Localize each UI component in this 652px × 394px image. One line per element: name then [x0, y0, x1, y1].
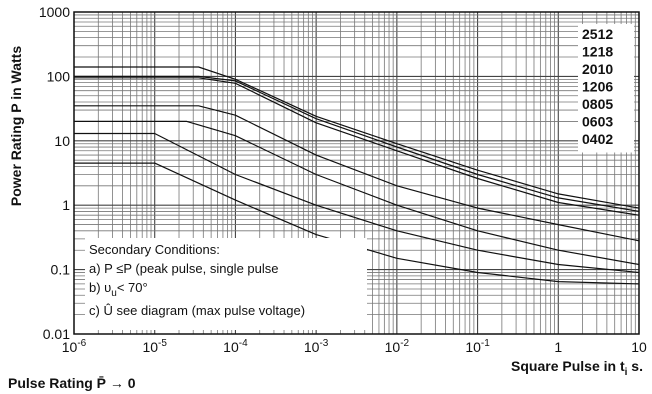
x-axis-title-suffix: s.	[627, 358, 643, 374]
series-line-2010	[74, 77, 640, 216]
secondary-conditions-heading: Secondary Conditions:	[89, 242, 220, 257]
x-tick-exponent: -3	[319, 338, 328, 349]
condition-b-prefix: b) υ	[89, 280, 111, 295]
pulse-rating-footer: Pulse Rating P̄ → 0	[8, 374, 136, 391]
x-tick-label: 1	[554, 339, 562, 355]
condition-b: b) υu< 70°	[89, 280, 148, 299]
series-line-0603	[74, 132, 640, 274]
y-axis-title: Power Rating P in Watts	[8, 46, 24, 206]
x-tick-label: 10-4	[223, 338, 248, 355]
x-tick-base: 10	[385, 339, 401, 355]
x-tick-label: 10-6	[62, 338, 87, 355]
y-tick-label: 1	[62, 197, 70, 213]
y-axis-tick-labels: 1000 100 10 1 0.1 0.01	[39, 4, 70, 342]
series-line-1218	[74, 75, 640, 212]
condition-c: c) Û see diagram (max pulse voltage)	[89, 303, 305, 318]
y-tick-label: 100	[47, 68, 71, 84]
series-lines	[74, 66, 640, 285]
y-tick-label: 1000	[39, 4, 70, 20]
x-axis-tick-labels: 10-6 10-5 10-4 10-3 10-2 10-1 1 10	[62, 338, 647, 355]
x-tick-exponent: -6	[77, 338, 86, 349]
series-line-1206	[74, 105, 640, 242]
legend-background	[578, 24, 634, 153]
condition-a: a) P ≤P (peak pulse, single pulse	[89, 261, 279, 276]
x-tick-label: 10-2	[385, 338, 410, 355]
x-tick-label: 10	[631, 339, 647, 355]
x-tick-base: 10	[223, 339, 239, 355]
secondary-conditions-background	[85, 238, 367, 330]
x-tick-base: 10	[142, 339, 158, 355]
y-tick-label: 0.01	[43, 326, 70, 342]
legend-entry-0603: 0603	[582, 114, 613, 130]
x-tick-base: 10	[465, 339, 481, 355]
x-axis-title: Square Pulse in ti s.	[511, 358, 643, 378]
x-tick-exponent: -1	[481, 338, 490, 349]
x-axis-title-main: Square Pulse in t	[511, 358, 625, 374]
x-tick-label: 10-1	[465, 338, 490, 355]
x-tick-exponent: -4	[239, 338, 248, 349]
legend-entry-1218: 1218	[582, 44, 613, 60]
legend-entry-2512: 2512	[582, 26, 613, 42]
x-axis-title-sub: i	[625, 367, 628, 378]
y-tick-label: 10	[54, 133, 70, 149]
x-tick-base: 10	[304, 339, 320, 355]
condition-b-subscript: u	[111, 288, 117, 299]
plot-frame	[73, 11, 640, 335]
secondary-conditions-box: Secondary Conditions: a) P ≤P (peak pulse…	[85, 238, 367, 330]
legend-entry-0805: 0805	[582, 96, 613, 112]
condition-b-suffix: < 70°	[117, 280, 148, 295]
y-tick-label: 0.1	[51, 262, 71, 278]
legend-entry-1206: 1206	[582, 79, 613, 95]
x-tick-exponent: -2	[400, 338, 409, 349]
series-line-0805	[74, 120, 640, 266]
x-tick-base: 10	[631, 339, 647, 355]
x-tick-base: 1	[554, 339, 562, 355]
series-line-2512	[74, 66, 640, 209]
legend-entry-0402: 0402	[582, 131, 613, 147]
x-tick-label: 10-3	[304, 338, 329, 355]
x-tick-exponent: -5	[158, 338, 167, 349]
legend-entry-2010: 2010	[582, 61, 613, 77]
x-tick-label: 10-5	[142, 338, 167, 355]
x-tick-base: 10	[62, 339, 78, 355]
